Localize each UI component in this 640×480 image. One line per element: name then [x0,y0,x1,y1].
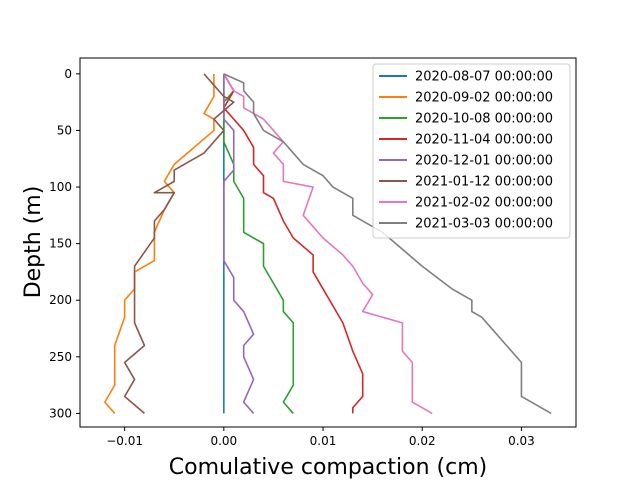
y-tick-label: 200 [49,293,72,307]
legend-label: 2020-10-08 00:00:00 [415,112,553,127]
x-tick-label: 0.03 [508,434,535,448]
plot-frame [79,57,577,428]
series-line-4 [223,73,255,414]
series-line-2 [223,73,295,414]
legend-box [372,63,571,239]
legend-label: 2020-08-07 00:00:00 [415,70,553,85]
y-tick-label: 250 [49,350,72,364]
legend-label: 2021-01-12 00:00:00 [415,175,553,190]
series-line-5 [123,73,235,415]
y-axis: 0 50 100 150 200 250 300 [49,67,80,420]
y-tick-label: 0 [64,67,72,81]
x-tick-label: −0.01 [106,434,143,448]
legend-label: 2021-03-03 00:00:00 [415,217,553,232]
x-tick-label: 0.01 [310,434,337,448]
y-axis-title: Depth (m) [21,186,46,299]
series-line-3 [223,73,364,414]
series-lines [104,73,552,415]
x-axis: −0.01 0.00 0.01 0.02 0.03 [106,427,535,448]
legend-label: 2020-11-04 00:00:00 [415,133,553,148]
legend-label: 2021-02-02 00:00:00 [415,196,553,211]
y-tick-label: 150 [49,237,72,251]
series-line-6 [223,73,433,415]
series-line-1 [104,73,215,414]
legend-label: 2020-12-01 00:00:00 [415,154,553,169]
legend: 2020-08-07 00:00:00 2020-09-02 00:00:00 20… [372,63,571,239]
y-tick-label: 100 [49,180,72,194]
legend-label: 2020-09-02 00:00:00 [415,91,553,106]
x-tick-label: 0.02 [409,434,436,448]
x-tick-label: 0.00 [210,434,237,448]
x-axis-title: Comulative compaction (cm) [169,455,487,480]
y-tick-label: 300 [49,406,72,420]
y-tick-label: 50 [57,123,72,137]
